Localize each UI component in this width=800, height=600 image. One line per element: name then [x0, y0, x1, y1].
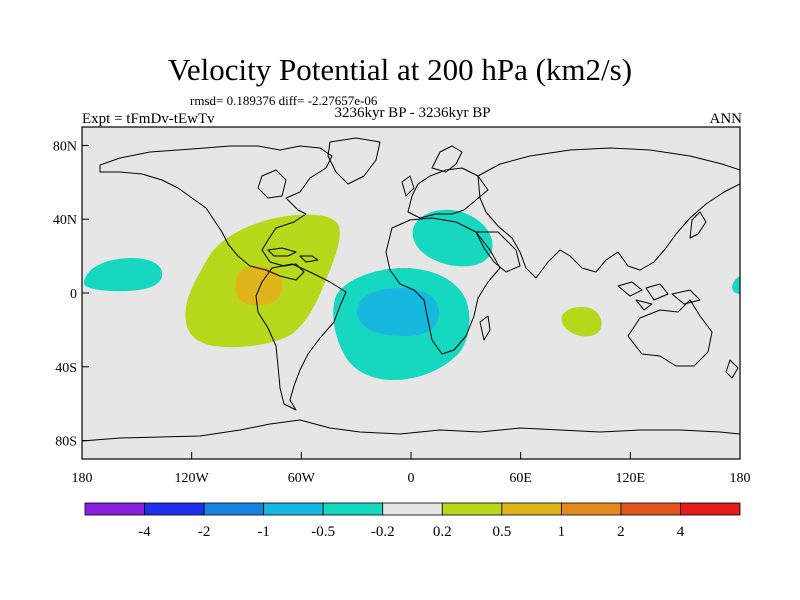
y-tick-label: 80N [53, 139, 77, 154]
colorbar-label: -1 [257, 524, 270, 540]
colorbar-label: 0.5 [492, 524, 511, 540]
coastline-south-america [255, 263, 347, 411]
coastline-japan [689, 211, 707, 239]
contour-atlantic-negative-core [357, 288, 440, 337]
colorbar-swatch [84, 502, 145, 516]
contour-west-pacific-edge-negative [732, 276, 740, 294]
colorbar-swatch [680, 502, 741, 516]
colorbar-swatch [501, 502, 562, 516]
contour-indian-ocean-positive [561, 306, 602, 337]
coastline-europe [407, 167, 489, 219]
map-title: Velocity Potential at 200 hPa (km2/s) [167, 52, 633, 87]
colorbar-label: -0.2 [371, 524, 395, 540]
x-tick-label: 60W [288, 471, 316, 486]
colorbar-swatch [382, 502, 443, 516]
colorbar-swatch [560, 502, 622, 516]
x-tick-label: 60E [509, 471, 532, 486]
colorbar-swatch [263, 502, 324, 516]
colorbar-swatch [322, 502, 384, 516]
x-tick-label: 180 [730, 471, 751, 486]
colorbar: -4 -2 -1 -0.5 -0.2 0.2 0.5 1 2 4 [84, 502, 741, 540]
coastline-madagascar [479, 315, 491, 341]
coastline-new-zealand [725, 359, 739, 379]
colorbar-label: -2 [198, 524, 211, 540]
coastline-africa [385, 217, 501, 355]
colorbar-swatch [620, 502, 681, 516]
x-tick-label: 120E [616, 471, 646, 486]
colorbar-swatch [441, 502, 503, 516]
colorbar-label: 1 [558, 524, 566, 540]
colorbar-swatch [144, 502, 205, 516]
coastline-scandinavia [431, 145, 463, 173]
x-tick-label: 0 [408, 471, 415, 486]
season-label: ANN [709, 111, 743, 127]
colorbar-label: 4 [677, 524, 685, 540]
coastline-hudson-bay [257, 169, 287, 199]
period-label: 3236kyr BP - 3236kyr BP [334, 105, 491, 121]
colorbar-label: 0.2 [433, 524, 452, 540]
colorbar-label: 2 [617, 524, 625, 540]
coastline-arabia [475, 231, 521, 273]
colorbar-label: -4 [138, 524, 151, 540]
y-tick-label: 80S [55, 435, 77, 450]
coastline-british-isles [401, 175, 415, 197]
coastline-north-america [99, 145, 333, 281]
x-tick-label: 180 [72, 471, 93, 486]
statistics-label: rmsd= 0.189376 diff= -2.27657e-06 [190, 93, 378, 108]
contour-central-pacific-negative [83, 258, 163, 292]
coastline-antarctica [82, 419, 740, 442]
y-tick-label: 40N [53, 213, 77, 228]
coastline-australia [627, 299, 713, 367]
x-tick-label: 120W [175, 471, 210, 486]
colorbar-swatch [203, 502, 265, 516]
axis-ticks: 180 120W 60W 0 60E 120E 180 80N 40N 0 40S 80S [53, 139, 751, 486]
y-tick-label: 40S [55, 361, 77, 376]
coastline-se-asia-islands [617, 281, 701, 311]
contour-mediterranean-negative [412, 209, 493, 267]
experiment-label: Expt = tFmDv-tEwTv [82, 111, 215, 127]
coastlines [82, 137, 740, 442]
coastline-caribbean [267, 247, 319, 263]
y-tick-label: 0 [70, 287, 77, 302]
contour-fills [83, 209, 740, 380]
coastline-asia [477, 147, 740, 279]
colorbar-label: -0.5 [311, 524, 335, 540]
contour-central-america-positive-core [236, 266, 283, 306]
coastline-greenland [327, 137, 381, 185]
